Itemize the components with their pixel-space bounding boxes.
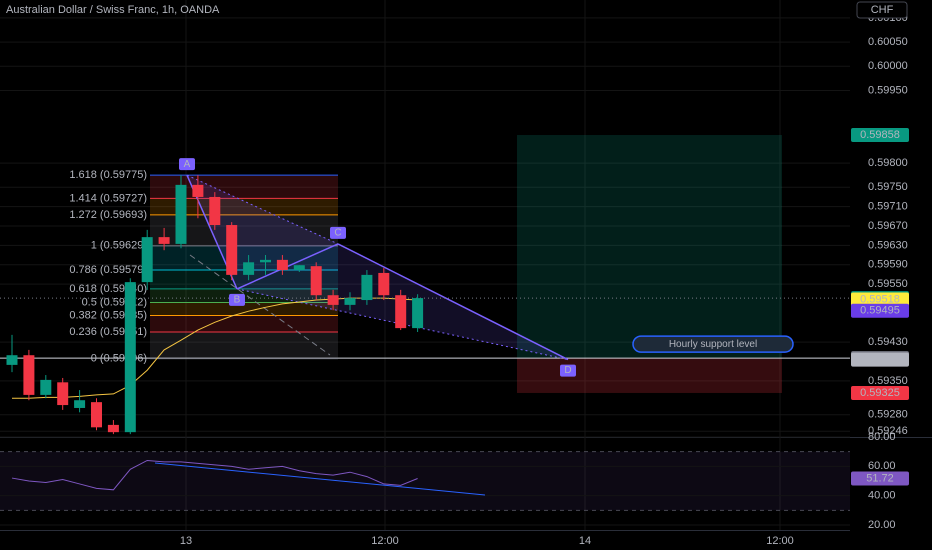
y-tick-label: 0.59950 — [868, 84, 908, 96]
candle-body — [310, 266, 322, 296]
candle-body — [91, 402, 102, 428]
y-tick-label: 0.59246 — [868, 425, 908, 437]
pattern-point-label-bg — [330, 226, 346, 239]
target-zone — [517, 135, 782, 359]
fib-band — [150, 270, 338, 289]
pattern-point-label: A — [184, 159, 191, 170]
x-tick-label: 12:00 — [766, 535, 794, 547]
currency-button[interactable] — [856, 1, 908, 19]
candle-body — [107, 424, 119, 433]
candle-body — [23, 355, 35, 395]
price-tag-bg — [851, 128, 909, 143]
y-tick-label: 0.59750 — [868, 181, 908, 193]
annotation-bg — [632, 335, 794, 353]
fib-label: 0.5 (0.59512) — [82, 296, 147, 308]
candle-body — [57, 382, 69, 406]
fib-band — [150, 331, 338, 359]
rsi-trendline — [154, 462, 486, 496]
pattern-diag — [236, 288, 569, 361]
candle-body — [378, 272, 390, 296]
fib-label: 1.414 (0.59727) — [69, 192, 147, 204]
candle-body — [327, 295, 339, 305]
rsi-band — [0, 451, 850, 511]
fib-label: 0.786 (0.59579) — [69, 264, 147, 276]
fib-band — [150, 302, 338, 316]
pattern-point-label-bg — [179, 158, 195, 171]
y-tick-label: 0.59670 — [868, 220, 908, 232]
price-tag-bg — [851, 352, 909, 367]
y-tick-label: 0.59710 — [868, 201, 908, 213]
pattern-point-label: D — [564, 365, 571, 376]
fib-label: 1.618 (0.59775) — [69, 169, 147, 181]
candle-body — [141, 237, 153, 283]
fib-band — [150, 315, 338, 332]
pattern-point-label-bg — [560, 364, 576, 377]
pattern-point-label: B — [234, 295, 241, 306]
candle-body — [361, 274, 373, 301]
y-tick-label: 0.59430 — [868, 336, 908, 348]
pattern-point-label-bg — [229, 293, 245, 306]
y-tick-label: 0.59800 — [868, 157, 908, 169]
currency[interactable]: CHF — [871, 4, 894, 16]
price-tag: 0.59394 — [860, 353, 900, 365]
y-tick-label: 0.60000 — [868, 60, 908, 72]
annotation: Hourly support level — [669, 339, 757, 350]
fib-band — [150, 198, 338, 215]
fib-label: 1 (0.59629) — [91, 240, 147, 252]
rsi-line — [11, 459, 418, 491]
candle-body — [124, 282, 136, 433]
candle-body — [344, 298, 356, 305]
price-tag-bg — [851, 292, 909, 307]
y-tick-label: 0.59350 — [868, 375, 908, 387]
y-tick-label: 0.59630 — [868, 239, 908, 251]
x-tick-label: 12:00 — [371, 535, 399, 547]
fib-label: 1.272 (0.59693) — [69, 209, 147, 221]
candle-body — [158, 237, 170, 244]
price-tag: 0.59858 — [860, 129, 900, 141]
price-tag-bg — [851, 385, 909, 400]
candle-body — [74, 400, 86, 408]
y-tick-label: 0.59590 — [868, 259, 908, 271]
candle-body — [412, 298, 424, 329]
candle-body — [226, 225, 238, 275]
rsi-tag-bg — [851, 471, 909, 486]
x-tick-label: 13 — [180, 535, 192, 547]
y-tick-label: 0.59550 — [868, 278, 908, 290]
candle-body — [276, 259, 288, 271]
rsi-tick-label: 80.00 — [868, 431, 896, 443]
candle-body — [260, 259, 271, 263]
y-tick-label: 0.60050 — [868, 36, 908, 48]
y-tick-label: 0.59280 — [868, 409, 908, 421]
price-tag: 0.59518 — [860, 293, 900, 305]
rsi-tag: 51.72 — [866, 472, 894, 484]
x-tick-label: 14 — [579, 535, 591, 547]
pattern-point-label: C — [334, 228, 341, 239]
candle-body — [175, 184, 187, 244]
stop-zone — [517, 358, 782, 393]
pattern-leg — [337, 243, 569, 361]
rsi-tick-label: 20.00 — [868, 519, 896, 531]
candle-body — [40, 379, 52, 395]
candle-body — [6, 355, 18, 365]
fib-label: 0 (0.59396) — [91, 353, 147, 365]
candle-body — [192, 184, 204, 197]
price-tag: 0.59495 — [860, 305, 900, 317]
candle-body — [293, 265, 305, 271]
price-scale-bg — [850, 0, 932, 550]
price-tag: 0.59325 — [860, 387, 900, 399]
candle-body — [243, 262, 255, 275]
rsi-tick-label: 40.00 — [868, 490, 896, 502]
candle-body — [395, 295, 407, 329]
price-tag-bg — [851, 303, 909, 318]
candle-body — [209, 196, 221, 226]
chart-title: Australian Dollar / Swiss Franc, 1h, OAN… — [6, 4, 220, 16]
rsi-tick-label: 60.00 — [868, 460, 896, 472]
fib-trend — [189, 254, 331, 356]
